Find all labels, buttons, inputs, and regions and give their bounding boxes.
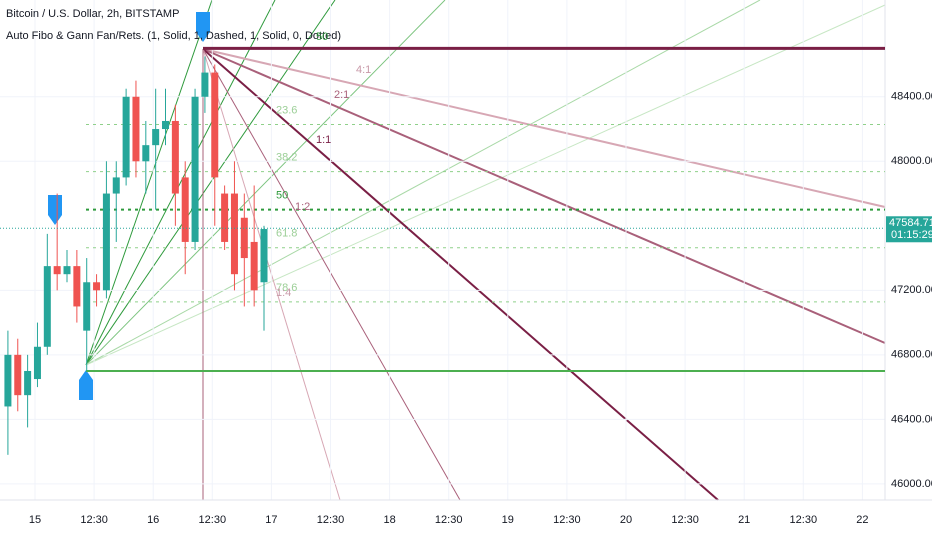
candle-body — [181, 177, 189, 242]
fan-line — [85, 4, 886, 366]
y-tick-label: 48000.00 — [891, 155, 932, 167]
fan-line — [202, 48, 886, 344]
x-tick-label: 12:30 — [199, 514, 227, 526]
candle-body — [14, 354, 22, 396]
symbol-title: Bitcoin / U.S. Dollar, 2h, BITSTAMP — [6, 8, 179, 20]
x-tick-label: 19 — [502, 514, 514, 526]
x-tick-label: 18 — [383, 514, 395, 526]
gann-label: 50 — [316, 31, 328, 43]
fan-line — [202, 48, 719, 501]
gann-fan — [0, 0, 886, 501]
fib-label: 61.8 — [276, 228, 297, 240]
candle-body — [43, 266, 51, 347]
fib-label: 78.6 — [276, 282, 297, 294]
candle-body — [142, 145, 150, 162]
gann-label: 1:4 — [276, 287, 291, 299]
candle-body — [240, 217, 248, 259]
candle-body — [171, 120, 179, 194]
candle-body — [260, 229, 268, 283]
gann-label: 1:1 — [316, 134, 331, 146]
candle-body — [152, 129, 160, 146]
x-tick-label: 15 — [29, 514, 41, 526]
y-tick-label: 48400.00 — [891, 91, 932, 103]
gann-label: 2:1 — [334, 89, 349, 101]
last-price-box — [886, 216, 932, 243]
candle-body — [4, 354, 12, 407]
pivot-marker — [48, 195, 62, 225]
fan-line — [202, 48, 461, 501]
candle-body — [162, 120, 170, 130]
candle-body — [63, 266, 71, 275]
candle-body — [83, 282, 91, 331]
fib-label: 23.6 — [276, 104, 297, 116]
x-tick-label: 16 — [147, 514, 159, 526]
x-tick-label: 17 — [265, 514, 277, 526]
gann-label: 1:2 — [295, 201, 310, 213]
candle-body — [24, 370, 32, 396]
candle-body — [122, 96, 130, 178]
candle-body — [112, 177, 120, 194]
candle-body — [53, 266, 61, 275]
fan-line — [85, 0, 336, 366]
pivot-marker — [79, 370, 93, 400]
candle-body — [93, 282, 101, 291]
candle-body — [201, 72, 209, 97]
x-tick-label: 12:30 — [671, 514, 699, 526]
y-tick-label: 47200.00 — [891, 284, 932, 296]
candle-body — [221, 193, 229, 242]
x-tick-label: 22 — [856, 514, 868, 526]
fan-line — [85, 0, 276, 366]
fib-label: 50 — [276, 190, 288, 202]
candle-body — [132, 96, 140, 162]
fan-line — [85, 0, 761, 366]
gann-label: 4:1 — [356, 64, 371, 76]
last-price-label: 47584.71 — [889, 217, 932, 229]
fan-line — [85, 0, 213, 366]
candle-body — [33, 346, 41, 380]
x-tick-label: 12:30 — [435, 514, 463, 526]
candle-body — [230, 193, 238, 275]
y-tick-label: 46400.00 — [891, 413, 932, 425]
fib-label: 38.2 — [276, 152, 297, 164]
x-tick-label: 12:30 — [790, 514, 818, 526]
candle-body — [191, 96, 199, 242]
countdown-label: 01:15:29 — [891, 229, 932, 241]
y-tick-label: 46800.00 — [891, 349, 932, 361]
candle-body — [250, 241, 258, 291]
x-tick-label: 21 — [738, 514, 750, 526]
x-tick-label: 12:30 — [317, 514, 345, 526]
candle-body — [211, 72, 219, 178]
x-tick-label: 20 — [620, 514, 632, 526]
x-tick-label: 12:30 — [553, 514, 581, 526]
candle-body — [73, 266, 81, 307]
y-tick-label: 46000.00 — [891, 478, 932, 490]
indicator-title: Auto Fibo & Gann Fan/Rets. (1, Solid, 1,… — [6, 30, 341, 42]
x-tick-label: 12:30 — [80, 514, 108, 526]
candle-body — [102, 193, 110, 291]
fan-line — [85, 0, 446, 366]
fan-line — [202, 48, 886, 208]
pivot-marker — [196, 12, 210, 42]
